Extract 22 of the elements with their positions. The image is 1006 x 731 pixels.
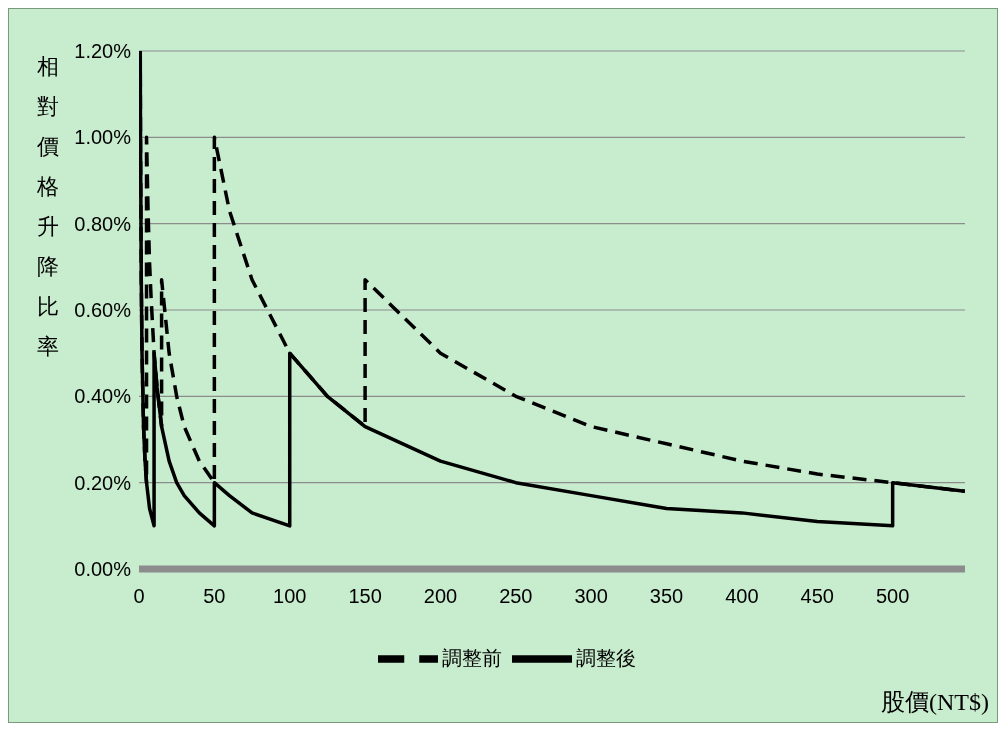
y-tick-label: 0.00% (74, 558, 132, 581)
x-tick-label: 200 (423, 585, 458, 608)
x-axis-title: 股價(NT$) (881, 688, 989, 717)
x-tick-label: 450 (800, 585, 834, 608)
x-tick-label: 350 (649, 585, 684, 608)
x-tick-label: 100 (273, 585, 307, 608)
y-tick-label: 0.80% (74, 212, 132, 235)
x-tick-label: 150 (348, 585, 382, 608)
x-tick-label: 0 (133, 585, 145, 608)
legend-label: 調整前 (442, 645, 502, 670)
legend-label: 調整後 (576, 645, 636, 670)
y-tick-label: 1.20% (74, 40, 132, 63)
y-tick-label: 0.40% (74, 385, 132, 408)
y-axis-title: 相對價格升降比率 (37, 53, 60, 361)
x-tick-label: 500 (875, 585, 910, 608)
y-tick-label: 1.00% (74, 126, 132, 149)
y-tick-label: 0.60% (74, 299, 132, 322)
x-tick-label: 400 (725, 585, 759, 608)
x-tick-label: 250 (499, 585, 533, 608)
x-tick-label: 50 (203, 585, 226, 608)
y-tick-label: 0.20% (74, 471, 132, 494)
x-tick-label: 300 (574, 585, 608, 608)
